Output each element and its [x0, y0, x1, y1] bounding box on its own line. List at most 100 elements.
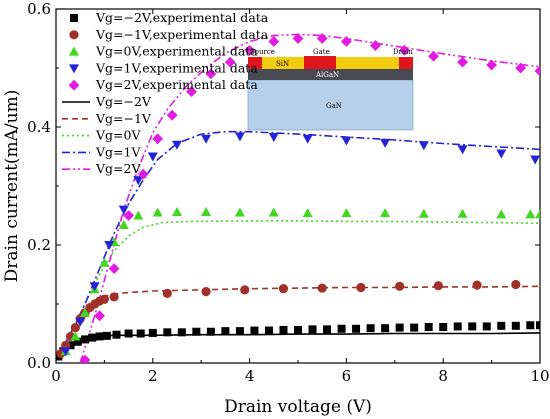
series-line — [56, 285, 540, 361]
data-point — [133, 176, 144, 186]
data-point — [234, 132, 245, 142]
data-point — [486, 59, 497, 71]
data-point — [352, 324, 361, 333]
data-point — [511, 321, 520, 330]
data-point — [205, 68, 217, 80]
data-point — [380, 208, 391, 218]
data-point — [264, 326, 273, 335]
data-point — [60, 347, 71, 357]
data-point — [380, 138, 391, 148]
legend-label: Vg=0V,experimental data — [95, 44, 258, 59]
data-point — [186, 86, 197, 97]
data-point — [439, 323, 448, 332]
data-point — [109, 292, 119, 302]
data-point — [497, 321, 506, 330]
x-axis-title: Drain voltage (V) — [224, 397, 372, 417]
data-point — [108, 263, 120, 274]
series-line — [56, 220, 540, 361]
data-point — [221, 327, 230, 336]
data-point — [244, 44, 255, 56]
legend-marker — [69, 46, 79, 56]
data-point — [457, 145, 468, 155]
data-point — [123, 210, 134, 221]
data-point — [511, 279, 521, 290]
data-point — [525, 209, 536, 219]
data-point — [418, 141, 429, 151]
inset-label-sin: SiN — [276, 60, 289, 68]
data-point — [395, 281, 405, 291]
data-point — [294, 325, 302, 334]
data-point — [104, 241, 115, 250]
data-point — [472, 280, 482, 290]
y-tick-label: 0.4 — [27, 118, 51, 136]
data-point — [118, 205, 129, 215]
legend-marker — [69, 64, 79, 74]
data-point — [80, 307, 91, 317]
data-point — [341, 208, 352, 218]
x-tick-label: 2 — [148, 367, 158, 385]
y-tick-label: 0.0 — [27, 354, 51, 372]
data-point — [370, 40, 381, 51]
inset-algan-layer — [248, 69, 413, 80]
inset-label-source: Source — [250, 48, 275, 56]
inset-label-drain: Drain — [393, 48, 413, 56]
data-point — [496, 209, 507, 219]
data-point — [88, 333, 97, 342]
data-point — [341, 36, 352, 47]
axis-ticks — [55, 8, 541, 364]
data-point — [424, 323, 433, 332]
y-tick-label: 0.6 — [27, 0, 51, 18]
x-tick-label: 4 — [245, 367, 255, 385]
data-point — [118, 219, 129, 229]
data-point — [268, 133, 279, 143]
legend-label: Vg=−1V,experimental data — [95, 27, 269, 42]
inset-label-gan: GaN — [326, 102, 342, 110]
data-point — [534, 65, 540, 77]
data-point — [526, 321, 535, 330]
data-point — [70, 331, 81, 341]
legend-marker — [69, 30, 79, 40]
legend: Vg=−2V,experimental data Vg=−1V,experimen… — [62, 10, 269, 176]
data-point — [536, 321, 540, 330]
data-point — [192, 327, 201, 336]
data-point — [399, 44, 410, 56]
data-point — [89, 282, 100, 292]
data-point — [172, 140, 182, 150]
data-point — [468, 322, 477, 331]
inset-label-gate: Gate — [313, 48, 330, 56]
data-point — [177, 328, 186, 337]
y-tick-label: 0.2 — [27, 236, 51, 254]
data-point — [81, 335, 90, 344]
data-point — [279, 325, 288, 334]
data-point — [381, 324, 390, 333]
data-point — [316, 33, 328, 44]
device-inset: Source Gate Drain SiN AlGaN GaN — [247, 48, 413, 131]
data-point — [136, 329, 145, 338]
axis-tick-labels: 0 2 4 6 8 10 0.0 0.2 0.4 0.6 — [27, 0, 549, 385]
data-point — [224, 56, 236, 68]
data-point — [166, 109, 178, 121]
data-point — [496, 149, 507, 159]
data-point — [152, 133, 164, 145]
legend-marker — [70, 14, 78, 22]
data-point — [428, 50, 439, 62]
data-point — [172, 206, 182, 216]
legend-label: Vg=0V — [95, 128, 141, 143]
data-point — [235, 327, 244, 336]
data-point — [535, 209, 540, 219]
data-point — [201, 287, 211, 297]
legend-label: Vg=2V — [95, 161, 141, 176]
data-point — [137, 168, 149, 180]
data-point — [163, 328, 172, 337]
legend-label: Vg=−1V — [95, 111, 152, 126]
data-point — [410, 323, 419, 332]
data-point — [66, 341, 75, 350]
y-axis-title: Drain current(mA/um) — [2, 90, 22, 283]
data-point — [112, 330, 121, 339]
data-point — [234, 207, 245, 217]
data-point — [530, 155, 540, 165]
data-point — [323, 325, 332, 334]
data-point — [457, 56, 468, 68]
experimental-markers — [56, 33, 540, 363]
data-point — [341, 136, 352, 146]
